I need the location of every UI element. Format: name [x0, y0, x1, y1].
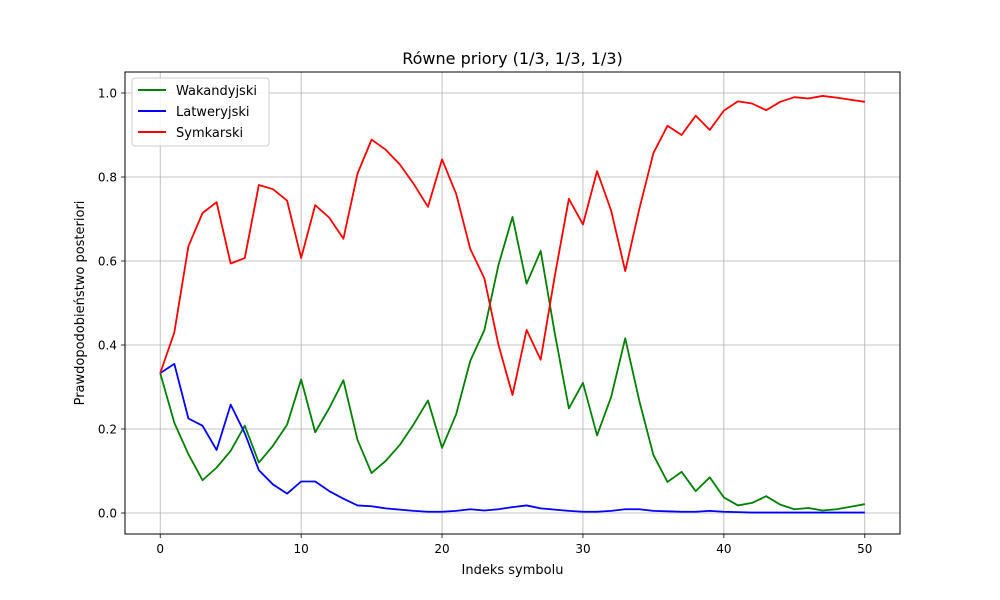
x-tick-label: 0 [156, 542, 164, 556]
y-tick-label: 0.6 [98, 255, 117, 269]
legend-box [131, 77, 270, 147]
x-axis-ticks: 0 10 20 30 40 50 [156, 534, 872, 556]
x-tick-label: 20 [434, 542, 449, 556]
plot-frame [124, 71, 901, 535]
legend-label-symkarski: Symkarski [176, 126, 243, 141]
series-line-symkarski [159, 95, 865, 396]
series-group [159, 95, 865, 514]
y-axis-ticks: 0.0 0.2 0.4 0.6 0.8 1.0 [98, 87, 125, 521]
x-tick-label: 50 [857, 542, 872, 556]
series-line-latweryjski [159, 362, 865, 514]
y-tick-label: 0.4 [98, 339, 117, 353]
legend-label-wakandyjski: Wakandyjski [176, 84, 257, 99]
x-tick-label: 10 [293, 542, 308, 556]
y-axis-label: Prawdopodobieństwo posteriori [73, 201, 88, 406]
x-axis-label: Indeks symbolu [462, 563, 564, 578]
x-tick-label: 40 [716, 542, 731, 556]
y-tick-label: 0.0 [98, 507, 117, 521]
x-tick-label: 30 [575, 542, 590, 556]
y-tick-label: 0.8 [98, 171, 117, 185]
legend-label-latweryjski: Latweryjski [176, 105, 250, 120]
y-tick-label: 1.0 [98, 87, 117, 101]
y-tick-label: 0.2 [98, 423, 117, 437]
legend: Wakandyjski Latweryjski Symkarski [131, 77, 270, 147]
chart-title: Równe priory (1/3, 1/3, 1/3) [402, 49, 623, 68]
series-line-wakandyjski [159, 215, 865, 512]
